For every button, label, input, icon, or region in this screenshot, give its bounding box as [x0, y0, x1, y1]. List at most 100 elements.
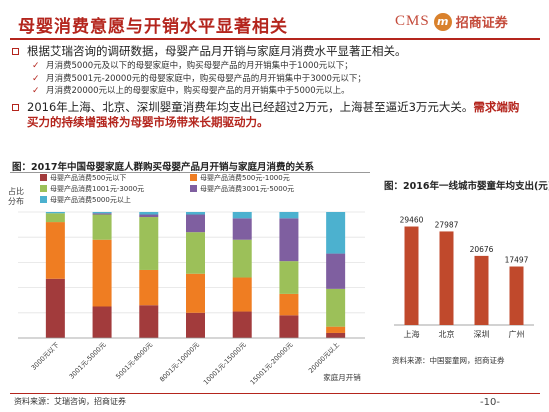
right-chart-title: 图：2016年一线城市婴童年均支出(元) [384, 181, 549, 192]
legend-swatch [40, 185, 47, 192]
bar-segment [92, 212, 112, 214]
city-bar [404, 226, 419, 325]
x-tick-label: 3000元以下 [30, 340, 61, 371]
bullet-main-1-text: 根据艾瑞咨询的调研数据，母婴产品月开销与家庭月消费水平显著正相关。 [27, 44, 407, 58]
city-bar [474, 255, 489, 325]
checkmark-icon: ✓ [32, 73, 40, 84]
legend-swatch [190, 174, 197, 181]
x-tick-label: 10001元-15000元 [202, 340, 248, 386]
bar-segment [186, 212, 205, 215]
bar-segment [45, 278, 65, 338]
x-tick-label: 深圳 [474, 329, 490, 339]
x-tick-label: 15001元-20000元 [249, 340, 295, 386]
left-chart-title: 图：2017年中国母婴家庭人群购买母婴产品月开销与家庭月消费的关系 [12, 162, 314, 173]
bar-segment [92, 213, 112, 215]
legend-label: 母婴产品消费3001元-5000元 [200, 184, 294, 193]
logo-cms-text: CMS [395, 13, 430, 29]
bullet-main-1: 根据艾瑞咨询的调研数据，母婴产品月开销与家庭月消费水平显著正相关。 [12, 44, 542, 59]
sub-bullet: ✓ 月消费5000元及以下的母婴家庭中，购买母婴产品的月开销集中于1000元以下… [32, 60, 542, 73]
legend-label: 母婴产品消费1001元-3000元 [50, 184, 144, 193]
bar-segment [232, 277, 252, 312]
legend-swatch [40, 196, 47, 203]
bar-segment [45, 212, 65, 214]
bar-value-label: 27987 [435, 220, 459, 229]
bar-segment [326, 253, 346, 289]
logo-company-name: 招商证券 [455, 16, 508, 31]
x-tick-label: 8001元-10000元 [158, 340, 201, 383]
legend-label: 母婴产品消费500元-1000元 [200, 173, 290, 182]
bar-segment [139, 214, 159, 218]
bar-segment [186, 273, 205, 313]
sub-bullet-text: 月消费5001元-20000元的母婴家庭中，购买母婴产品的月开销集中于3000元… [46, 73, 366, 84]
sub-bullet: ✓ 月消费5001元-20000元的母婴家庭中，购买母婴产品的月开销集中于300… [32, 73, 542, 86]
bar-segment [279, 212, 299, 219]
bar-segment [45, 222, 65, 279]
bar-segment [232, 218, 252, 240]
x-tick-label: 20000元以上 [306, 340, 341, 375]
footer-divider [10, 393, 540, 394]
right-chart-source: 资料来源：中国婴童网，招商证券 [392, 356, 505, 365]
sub-bullet-text: 月消费5000元及以下的母婴家庭中，购买母婴产品的月开销集中于1000元以下； [46, 61, 353, 71]
bar-segment [139, 217, 159, 270]
square-bullet-icon [12, 48, 19, 55]
x-axis-label: 家庭月开销 [323, 372, 361, 382]
bar-segment [279, 293, 299, 316]
y-axis-label: 分布 [8, 196, 24, 206]
city-bar [509, 266, 524, 325]
bar-segment [232, 239, 252, 278]
sub-bullet-list: ✓ 月消费5000元及以下的母婴家庭中，购买母婴产品的月开销集中于1000元以下… [32, 60, 542, 98]
x-tick-label: 5001元-8000元 [114, 340, 154, 380]
bar-segment [92, 239, 112, 307]
bar-segment [45, 213, 65, 223]
slide-title: 母婴消费意愿与开销水平显著相关 [18, 17, 288, 37]
bar-segment [279, 218, 299, 262]
bar-segment [186, 214, 205, 233]
city-spending-bar-chart: 29460 上海 27987 北京 20676 深圳 17497 广州 [394, 216, 534, 339]
bar-segment [232, 212, 252, 219]
sub-bullet: ✓ 月消费20000元以上的母婴家庭中，购买母婴产品的月开销集中于5000元以上… [32, 85, 542, 98]
legend-label: 母婴产品消费500元以下 [50, 173, 126, 182]
x-tick-label: 广州 [509, 329, 525, 339]
square-bullet-icon [12, 103, 19, 111]
y-axis-label: 占比 [8, 186, 24, 196]
bar-segment [139, 212, 159, 215]
x-tick-label: 北京 [439, 329, 455, 339]
bar-segment [186, 312, 205, 338]
brand-logo: CMS m 招商证券 [395, 12, 508, 31]
bullet-main-2-emphasis: 需求端购买力的持续增强将为母婴市场带来长期驱动力。 [27, 99, 520, 129]
bar-value-label: 29460 [400, 216, 424, 225]
checkmark-icon: ✓ [32, 86, 40, 96]
bar-segment [279, 261, 299, 294]
bar-segment [326, 332, 346, 338]
bullet-main-2-part1: 2016年上海、北京、深圳婴童消费年均支出已经超过2万元，上海甚至逼近3万元大关… [27, 99, 474, 114]
page-number: -10- [480, 397, 500, 408]
legend-label: 母婴产品消费5000元以上 [50, 195, 131, 204]
bar-segment [326, 288, 346, 327]
bar-segment [326, 326, 346, 333]
logo-mark-icon: m [433, 12, 452, 31]
city-bar [439, 231, 454, 325]
x-tick-label: 上海 [404, 329, 420, 339]
left-chart-source: 资料来源：艾瑞咨询，招商证券 [14, 397, 126, 406]
bar-segment [326, 212, 346, 254]
bar-segment [139, 305, 159, 338]
bar-value-label: 20676 [470, 245, 494, 254]
left-chart-divider [10, 172, 370, 173]
x-tick-label: 3001元-5000元 [68, 340, 108, 380]
legend-swatch [40, 174, 47, 181]
legend-swatch [190, 185, 197, 192]
sub-bullet-text: 月消费20000元以上的母婴家庭中，购买母婴产品的月开销集中于5000元以上。 [46, 86, 350, 96]
bar-segment [92, 306, 112, 338]
bar-segment [279, 315, 299, 338]
bullet-main-2: 2016年上海、北京、深圳婴童消费年均支出已经超过2万元，上海甚至逼近3万元大关… [12, 100, 542, 130]
bar-value-label: 17497 [505, 256, 529, 265]
bullet-list: 根据艾瑞咨询的调研数据，母婴产品月开销与家庭月消费水平显著正相关。 ✓ 月消费5… [12, 44, 542, 130]
checkmark-icon: ✓ [32, 61, 40, 71]
bar-segment [232, 311, 252, 338]
bullet-main-2-text: 2016年上海、北京、深圳婴童消费年均支出已经超过2万元，上海甚至逼近3万元大关… [27, 100, 527, 130]
bar-segment [92, 214, 112, 240]
title-divider [10, 38, 540, 40]
bar-segment [139, 269, 159, 306]
bar-segment [186, 232, 205, 274]
